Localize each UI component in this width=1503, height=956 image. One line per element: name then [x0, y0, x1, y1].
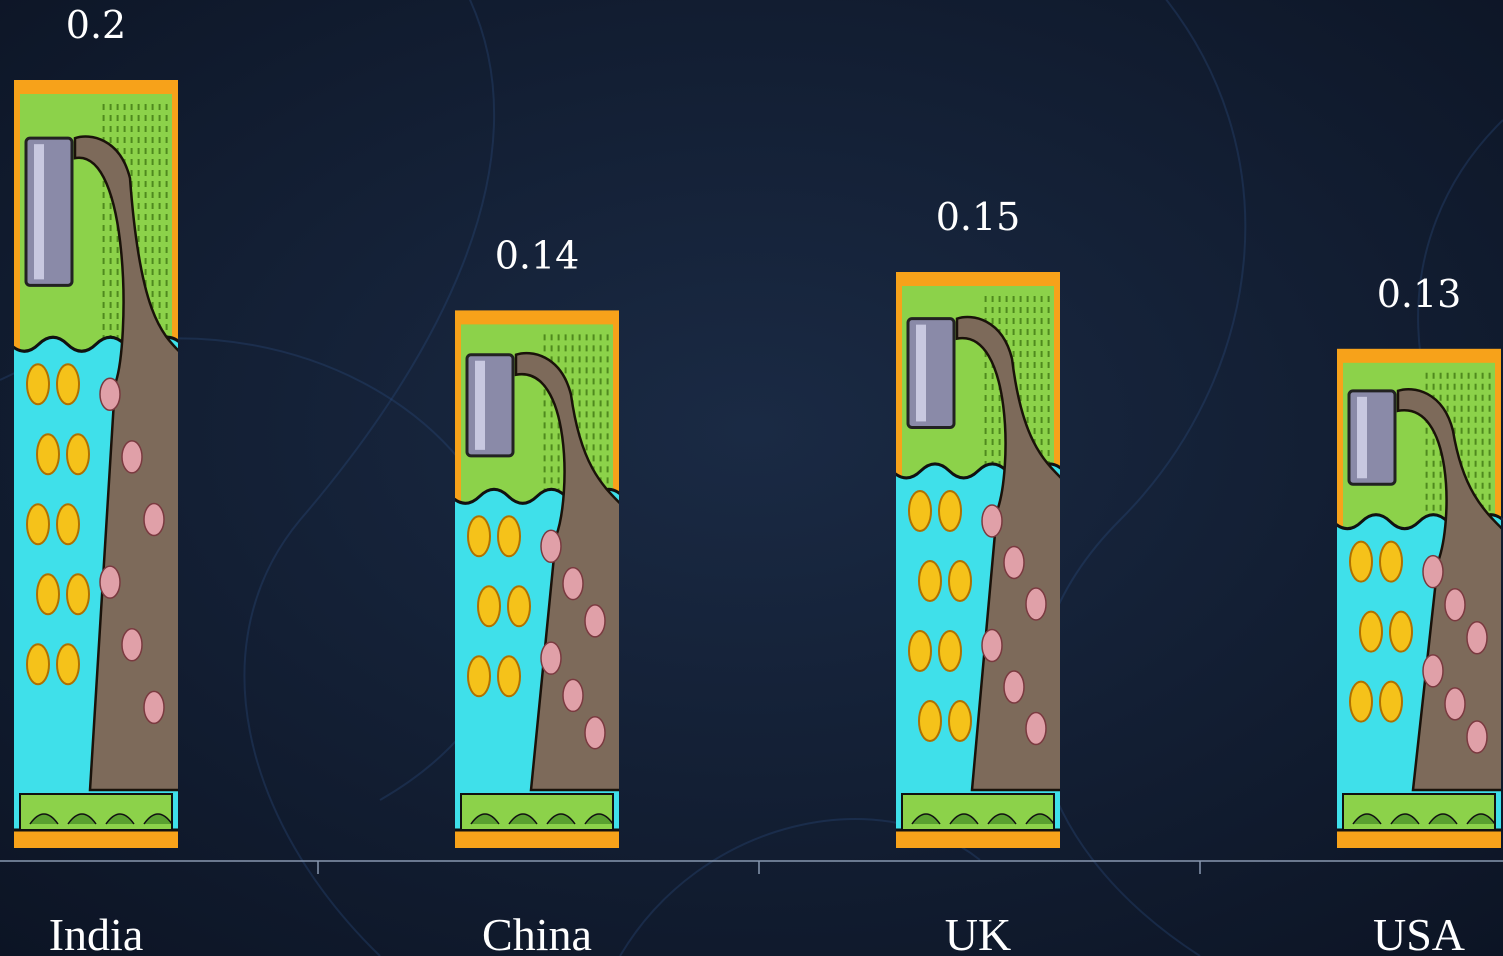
bars [14, 80, 1501, 848]
value-label: 0.15 [936, 195, 1021, 239]
bar-uk [896, 272, 1060, 848]
x-axis-ticks [317, 861, 1201, 874]
category-label: China [482, 909, 592, 956]
bar-usa [1337, 348, 1501, 848]
category-label: USA [1373, 909, 1465, 956]
bar-india [14, 80, 178, 848]
category-label: UK [945, 909, 1011, 956]
category-label: India [49, 909, 144, 956]
value-label: 0.2 [66, 3, 126, 47]
value-labels: 0.2 0.14 0.15 0.13 [66, 3, 1462, 316]
category-labels: India China UK USA [49, 909, 1465, 956]
value-label: 0.14 [495, 233, 580, 277]
value-label: 0.13 [1377, 272, 1462, 316]
bar-china [455, 310, 619, 848]
